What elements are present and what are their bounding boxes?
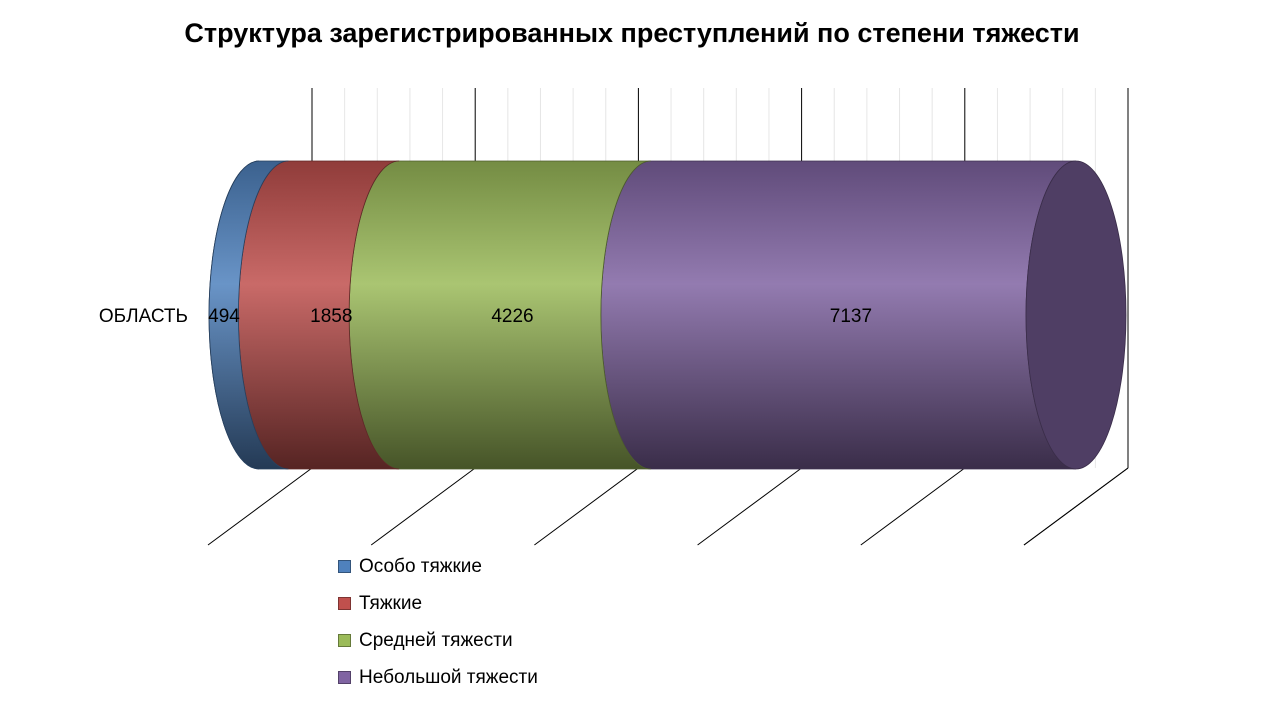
bar-start-rim (208, 160, 260, 470)
legend-swatch (338, 597, 351, 610)
legend: Особо тяжкие Тяжкие Средней тяжести Небольш… (338, 548, 538, 696)
data-label-4: 7137 (830, 306, 872, 327)
legend-swatch (338, 634, 351, 647)
legend-item-2: Тяжкие (338, 585, 538, 622)
gridline-floor (534, 467, 639, 546)
bar-series (208, 160, 1127, 470)
legend-swatch (338, 671, 351, 684)
legend-item-1: Особо тяжкие (338, 548, 538, 585)
gridline-floor (860, 467, 966, 546)
legend-label: Небольшой тяжести (359, 666, 538, 688)
chart-title: Структура зарегистрированных преступлени… (184, 18, 1080, 48)
legend-label: Средней тяжести (359, 629, 513, 651)
legend-item-4: Небольшой тяжести (338, 659, 538, 696)
data-labels: ОБЛАСТЬ 494 1858 4226 7137 (99, 306, 872, 327)
data-label-3: 4226 (491, 306, 533, 327)
legend-item-3: Средней тяжести (338, 622, 538, 659)
bar-end-cap (1025, 160, 1127, 470)
gridline-floor (697, 467, 802, 546)
gridline-floor (207, 467, 313, 546)
legend-label: Тяжкие (359, 592, 423, 614)
data-label-2: 1858 (310, 306, 352, 327)
data-label-1: 494 (208, 306, 240, 327)
legend-label: Особо тяжкие (359, 555, 482, 577)
gridline-floor (370, 467, 476, 546)
gridline-floor (1023, 467, 1129, 546)
category-label: ОБЛАСТЬ (99, 306, 188, 327)
legend-swatch (338, 560, 351, 573)
